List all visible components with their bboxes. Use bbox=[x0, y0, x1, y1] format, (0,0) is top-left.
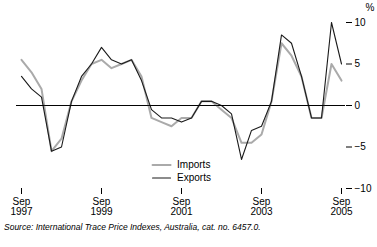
svg-text:Sep2005: Sep2005 bbox=[330, 196, 353, 217]
html-text:Imports: Imports bbox=[177, 159, 211, 170]
svg-text:Sep2003: Sep2003 bbox=[250, 196, 273, 217]
svg-text:5: 5 bbox=[355, 58, 361, 69]
svg-text:Sep1999: Sep1999 bbox=[90, 196, 113, 217]
svg-text:Sep2001: Sep2001 bbox=[170, 196, 193, 217]
svg-text:10: 10 bbox=[355, 17, 367, 28]
html-text:Source: International Trace Pr: Source: International Trace Price Indexe… bbox=[4, 222, 261, 232]
svg-text:−5: −5 bbox=[355, 141, 367, 152]
html-text:Exports: Exports bbox=[177, 172, 211, 183]
svg-text:−10: −10 bbox=[355, 183, 372, 194]
svg-text:%: % bbox=[366, 2, 375, 13]
svg-text:0: 0 bbox=[355, 100, 361, 111]
svg-text:Sep1997: Sep1997 bbox=[10, 196, 33, 217]
